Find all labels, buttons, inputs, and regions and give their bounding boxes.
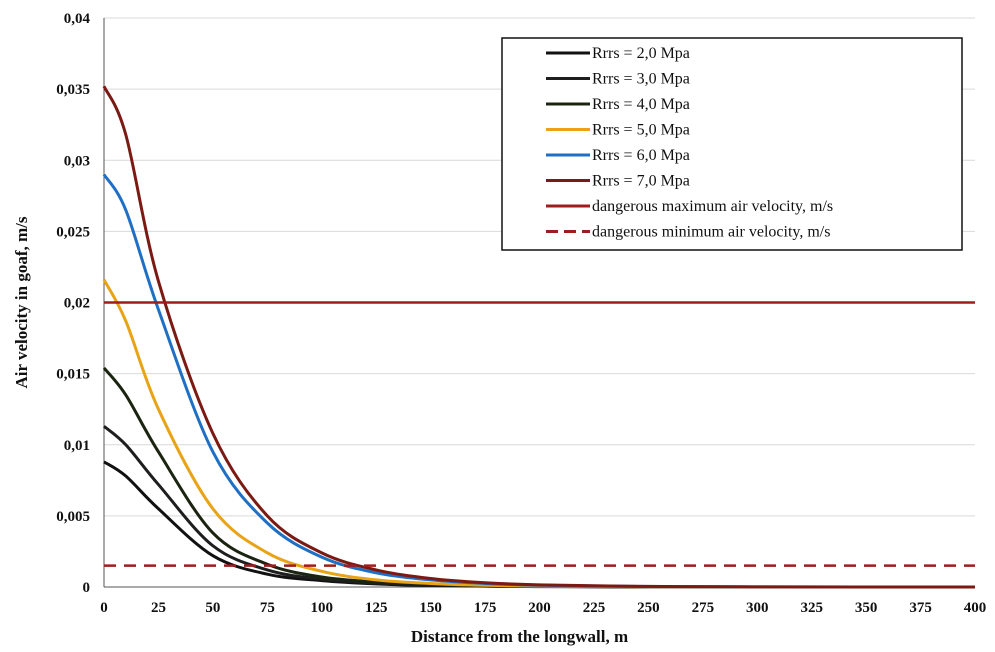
x-tick-label: 100 (311, 600, 334, 616)
x-tick-label: 400 (964, 600, 987, 616)
series-line-4 (102, 279, 976, 589)
y-tick-label: 0,01 (64, 438, 90, 454)
x-tick-label: 150 (419, 600, 442, 616)
tick-labels: 0 0,005 0,01 0,015 0,02 0,025 0,03 0,035 0,04 0 25… (56, 11, 986, 616)
legend-entry-label: Rrrs = 2,0 Mpa (592, 45, 690, 62)
x-tick-label: 375 (909, 600, 932, 616)
legend-box (501, 37, 963, 251)
series-line-1 (103, 460, 976, 589)
y-tick-label: 0,03 (64, 153, 90, 169)
x-tick-label: 275 (692, 600, 715, 616)
y-tick-label: 0,015 (56, 367, 90, 383)
x-tick-label: 325 (800, 600, 823, 616)
x-tick-label: 50 (205, 600, 220, 616)
legend: Rrrs = 2,0 Mpa Rrrs = 3,0 Mpa Rrrs = 4,0 M… (501, 37, 963, 251)
x-tick-label: 175 (474, 600, 497, 616)
x-tick-label: 300 (746, 600, 769, 616)
x-tick-label: 125 (365, 600, 388, 616)
x-axis-title: Distance from the longwall, m (411, 627, 628, 646)
x-tick-label: 200 (528, 600, 551, 616)
series-lines (102, 85, 976, 589)
y-tick-label: 0,02 (64, 296, 90, 312)
x-tick-label: 75 (260, 600, 275, 616)
y-axis-title: Air velocity in goaf, m/s (12, 216, 31, 388)
legend-entry-label: Rrrs = 4,0 Mpa (592, 96, 690, 113)
legend-entry-label: Rrrs = 3,0 Mpa (592, 71, 690, 88)
series-line-6 (102, 85, 976, 589)
x-tick-label: 0 (100, 600, 108, 616)
x-tick-label: 250 (637, 600, 660, 616)
x-tick-label: 350 (855, 600, 878, 616)
x-tick-label: 225 (583, 600, 606, 616)
y-tick-label: 0,035 (56, 82, 90, 98)
legend-entry-label: Rrrs = 7,0 Mpa (592, 173, 690, 190)
y-tick-label: 0,025 (56, 224, 90, 240)
series-line-3 (102, 366, 976, 589)
y-tick-label: 0,005 (56, 509, 90, 525)
y-tick-label: 0,04 (64, 11, 91, 27)
legend-entry-label: Rrrs = 5,0 Mpa (592, 122, 690, 139)
legend-entry-label: dangerous maximum air velocity, m/s (592, 198, 833, 215)
series-line-2 (103, 425, 976, 589)
x-tick-label: 25 (151, 600, 166, 616)
legend-entry-label: dangerous minimum air velocity, m/s (592, 224, 830, 241)
legend-entry-label: Rrrs = 6,0 Mpa (592, 147, 690, 164)
y-tick-label: 0 (83, 580, 91, 596)
